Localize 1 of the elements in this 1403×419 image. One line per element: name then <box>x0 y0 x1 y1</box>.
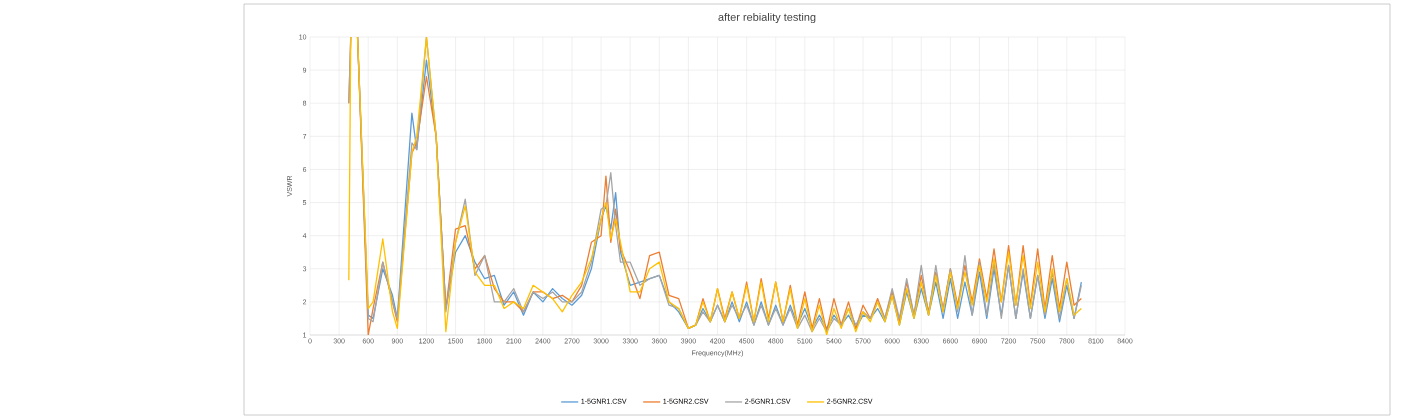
chart-title: after rebiality testing <box>718 12 816 24</box>
